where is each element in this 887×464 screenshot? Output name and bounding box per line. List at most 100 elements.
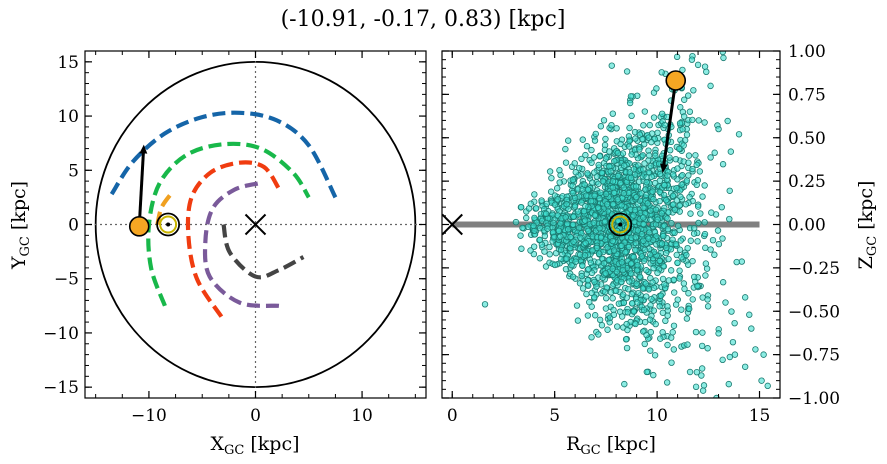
star-point xyxy=(615,217,622,225)
star-point xyxy=(657,335,664,342)
right-ytick-label: −1.00 xyxy=(788,389,840,409)
star-point xyxy=(600,117,608,124)
star-point xyxy=(602,295,610,302)
star-point xyxy=(658,69,665,76)
star-point xyxy=(614,323,621,330)
star-point xyxy=(679,126,686,133)
star-point xyxy=(604,326,611,333)
star-point xyxy=(659,329,666,336)
star-point xyxy=(609,295,616,302)
star-point xyxy=(641,318,649,326)
left-ytick-label: −5 xyxy=(54,270,79,290)
star-point-outlier xyxy=(748,325,755,332)
star-point xyxy=(685,290,692,297)
star-point xyxy=(728,308,735,315)
star-point xyxy=(591,278,598,286)
star-point xyxy=(622,336,630,343)
star-point xyxy=(569,221,577,228)
star-point xyxy=(584,170,591,177)
galactic-center-marker-rz-stroke-b xyxy=(442,213,463,236)
star-point xyxy=(627,270,635,277)
star-point xyxy=(557,246,565,254)
star-point xyxy=(660,232,667,240)
star-point xyxy=(680,96,688,103)
star-point xyxy=(592,130,599,138)
star-point xyxy=(646,316,654,323)
star-point xyxy=(562,265,570,273)
star-point xyxy=(652,320,659,328)
star-point xyxy=(541,248,548,255)
star-point xyxy=(589,179,596,186)
star-point xyxy=(714,227,722,234)
right-ytick-label: 0.75 xyxy=(788,85,826,105)
star-point xyxy=(680,113,688,120)
spiral-arm-5 xyxy=(221,224,305,280)
left-ticks: −10 0 10 −15 −10 −5 0 5 10 15 xyxy=(43,51,426,426)
star-point xyxy=(673,197,681,204)
star-point xyxy=(576,164,583,172)
star-point xyxy=(656,170,664,178)
star-point xyxy=(620,299,628,307)
sun-marker-dot xyxy=(166,222,171,227)
star-point xyxy=(577,234,584,241)
left-panel-xy: −10 0 10 −15 −10 −5 0 5 10 15 XGC [kpc] YGC [kpc] xyxy=(8,50,427,458)
star-point xyxy=(556,179,563,186)
star-point-outlier xyxy=(758,377,765,384)
star-point xyxy=(548,174,555,182)
star-point-outlier xyxy=(715,125,722,133)
star-point xyxy=(556,167,563,174)
star-point xyxy=(623,68,631,75)
star-point xyxy=(703,265,711,272)
star-point xyxy=(659,275,667,283)
star-point xyxy=(652,206,660,213)
star-point xyxy=(664,225,672,233)
star-point xyxy=(543,200,550,207)
star-point xyxy=(588,198,595,205)
star-point xyxy=(530,222,537,230)
star-point xyxy=(663,196,670,204)
star-point xyxy=(676,120,684,127)
right-ytick-label: −0.75 xyxy=(788,346,840,366)
star-point xyxy=(609,237,616,245)
star-point xyxy=(610,311,618,318)
sun-marker-outer xyxy=(156,212,181,237)
star-point xyxy=(697,210,704,217)
star-point xyxy=(550,219,557,227)
star-point xyxy=(692,383,700,391)
star-point xyxy=(643,331,650,339)
star-point xyxy=(702,260,710,267)
star-point xyxy=(668,220,675,227)
star-point xyxy=(595,161,602,169)
star-point xyxy=(584,277,592,284)
star-point xyxy=(582,239,589,247)
star-point xyxy=(666,147,674,154)
star-point xyxy=(661,121,668,129)
star-point xyxy=(579,262,586,269)
galactic-center-marker-stroke-b xyxy=(244,213,267,236)
star-point xyxy=(625,133,633,140)
star-point xyxy=(683,131,691,138)
star-point xyxy=(601,288,609,296)
star-point xyxy=(676,202,683,209)
star-point xyxy=(715,330,722,337)
star-point xyxy=(640,166,647,173)
star-point xyxy=(594,204,602,211)
star-point xyxy=(596,153,604,160)
star-point xyxy=(620,162,628,169)
star-point xyxy=(574,317,582,324)
disk-stars xyxy=(481,51,771,398)
star-point xyxy=(650,371,657,379)
spiral-arm-1 xyxy=(146,141,311,307)
star-point xyxy=(684,244,691,252)
star-point xyxy=(564,220,571,228)
star-point xyxy=(598,322,606,329)
star-point xyxy=(679,172,686,179)
star-point xyxy=(715,240,723,248)
star-point xyxy=(582,203,589,210)
star-point xyxy=(624,326,631,334)
star-point xyxy=(627,93,635,100)
star-point xyxy=(536,255,544,262)
star-point xyxy=(694,177,702,184)
star-point xyxy=(671,229,678,237)
star-point-outlier xyxy=(694,61,702,69)
